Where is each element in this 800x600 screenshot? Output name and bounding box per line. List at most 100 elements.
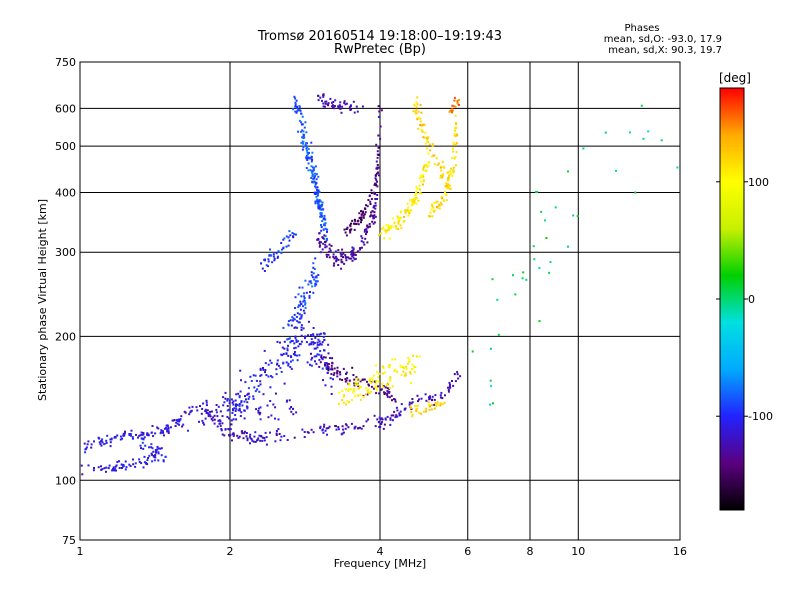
- data-point: [400, 216, 402, 219]
- data-point: [351, 255, 354, 258]
- data-point: [433, 407, 436, 410]
- data-point: [356, 381, 359, 384]
- data-point: [362, 241, 365, 244]
- y-tick-label: 75: [62, 534, 76, 547]
- data-point: [386, 394, 389, 396]
- data-point: [447, 178, 450, 181]
- data-point: [391, 358, 394, 361]
- data-point: [392, 414, 395, 417]
- data-point: [138, 434, 141, 437]
- data-point: [447, 389, 450, 391]
- data-point: [331, 101, 333, 104]
- data-point: [254, 374, 257, 377]
- data-point: [300, 121, 303, 124]
- data-point: [317, 205, 320, 208]
- data-point: [332, 253, 335, 256]
- data-point: [375, 379, 378, 382]
- data-point: [345, 234, 348, 237]
- data-point: [424, 131, 427, 134]
- data-point: [376, 418, 379, 421]
- data-point: [368, 384, 370, 387]
- data-point: [258, 407, 260, 410]
- data-point: [416, 96, 419, 99]
- data-point: [453, 373, 456, 376]
- data-point: [429, 211, 432, 214]
- data-point: [255, 408, 258, 411]
- data-point: [429, 215, 432, 218]
- data-point: [317, 175, 320, 178]
- data-point: [139, 434, 142, 437]
- data-point: [321, 248, 324, 251]
- data-point: [204, 417, 207, 420]
- data-point: [221, 433, 224, 436]
- data-point: [373, 374, 376, 377]
- data-point: [386, 395, 389, 398]
- data-point: [355, 376, 358, 379]
- data-point: [444, 185, 447, 188]
- data-point: [265, 443, 268, 446]
- data-point: [325, 427, 328, 430]
- data-point: [319, 212, 322, 215]
- data-point: [98, 441, 101, 444]
- data-point: [213, 414, 216, 417]
- data-point: [161, 430, 164, 433]
- data-point: [415, 108, 418, 111]
- data-point: [314, 183, 317, 186]
- data-point: [293, 313, 296, 316]
- data-point: [296, 312, 299, 315]
- data-point: [398, 412, 401, 415]
- data-point: [219, 410, 222, 413]
- data-point: [323, 349, 325, 352]
- data-point: [315, 355, 318, 358]
- data-point: [340, 253, 343, 256]
- data-point: [330, 364, 333, 367]
- data-point: [382, 427, 385, 430]
- data-point: [326, 433, 328, 436]
- data-point: [143, 436, 146, 439]
- data-point: [394, 400, 397, 403]
- data-point: [242, 437, 245, 440]
- data-point: [147, 457, 150, 459]
- data-point: [438, 204, 441, 207]
- data-point: [300, 303, 303, 306]
- data-point: [118, 460, 121, 463]
- data-point: [209, 410, 211, 413]
- data-point: [418, 184, 421, 187]
- data-point: [226, 415, 229, 418]
- data-point: [101, 441, 104, 444]
- data-point: [310, 170, 313, 173]
- data-point: [129, 434, 132, 437]
- data-point: [350, 422, 353, 425]
- data-point: [353, 228, 356, 231]
- data-point: [298, 108, 301, 111]
- data-point: [445, 183, 448, 186]
- data-point: [292, 317, 295, 320]
- data-point: [352, 391, 355, 394]
- data-point: [352, 222, 355, 225]
- data-point: [175, 421, 178, 424]
- data-point: [327, 363, 330, 365]
- data-point: [166, 428, 169, 431]
- data-point: [329, 357, 331, 359]
- data-point: [311, 173, 314, 176]
- data-point: [316, 333, 319, 336]
- data-point: [216, 415, 219, 418]
- data-point: [307, 334, 309, 337]
- data-point: [339, 105, 341, 108]
- data-point: [310, 341, 313, 344]
- data-point: [383, 423, 386, 426]
- data-point: [327, 369, 330, 372]
- data-point: [312, 266, 315, 269]
- data-point: [422, 180, 425, 183]
- x-tick-label: 6: [464, 545, 471, 558]
- data-point: [416, 103, 419, 106]
- data-point: [345, 424, 348, 427]
- data-point: [337, 258, 340, 261]
- data-point: [400, 403, 403, 406]
- data-point: [109, 441, 112, 444]
- data-point: [169, 426, 172, 429]
- data-point: [325, 239, 328, 242]
- x-tick-label: 10: [571, 545, 585, 558]
- data-point: [100, 444, 103, 447]
- data-point: [330, 385, 333, 388]
